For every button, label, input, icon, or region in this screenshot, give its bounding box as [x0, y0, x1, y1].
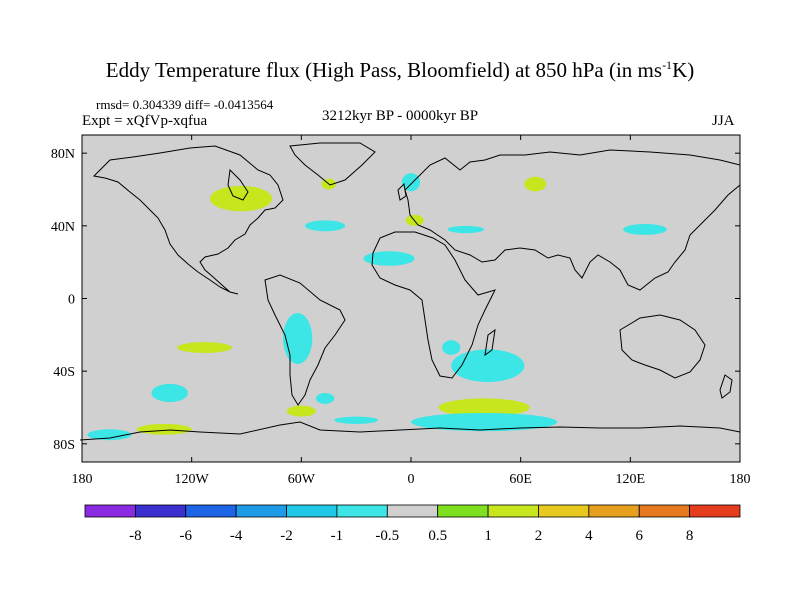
x-tick-label-2: 60W — [288, 472, 316, 487]
anomaly-region-19 — [286, 405, 316, 417]
coastline-africa — [371, 231, 496, 379]
coastline-eurasia — [404, 149, 741, 291]
anomaly-region-6 — [363, 251, 415, 266]
coastline-antarctica — [79, 421, 741, 441]
anomaly-region-18 — [136, 423, 192, 435]
anomaly-region-10 — [283, 313, 313, 364]
colorbar-label-0: -8 — [129, 528, 142, 544]
anomaly-region-11 — [177, 342, 232, 353]
coastline-greenland — [289, 142, 376, 186]
colorbar-label-10: 6 — [635, 528, 643, 544]
experiment-label: Expt = xQfVp-xqfua — [82, 113, 208, 129]
coastline-hudson-bay — [227, 168, 249, 201]
y-tick-label-4: 80S — [53, 438, 75, 453]
colorbar-swatch-12 — [689, 504, 741, 518]
colorbar-swatch-7 — [437, 504, 489, 518]
anomaly-region-16 — [438, 398, 530, 417]
colorbar-label-6: 0.5 — [428, 528, 447, 544]
y-tick-label-0: 80N — [51, 147, 75, 162]
colorbar-label-1: -6 — [180, 528, 193, 544]
colorbar-swatch-3 — [235, 504, 287, 518]
stats-line: rmsd= 0.304339 diff= -0.0413564 — [96, 97, 274, 112]
colorbar-label-11: 8 — [686, 528, 694, 544]
colorbar-label-7: 1 — [484, 528, 492, 544]
coastline-south-america — [264, 274, 346, 406]
x-tick-label-6: 180 — [730, 472, 751, 487]
x-tick-label-0: 180 — [72, 472, 93, 487]
colorbar-swatch-2 — [185, 504, 237, 518]
coastline-north-america — [92, 145, 284, 295]
anomaly-region-20 — [334, 416, 379, 424]
anomaly-region-8 — [623, 224, 667, 235]
y-tick-label-3: 40S — [53, 365, 75, 380]
anomaly-region-4 — [401, 173, 421, 192]
colorbar-swatch-9 — [538, 504, 590, 518]
coastline-uk — [397, 182, 407, 201]
latitude-axis: 80N 40N 0 40S 80S — [51, 147, 740, 453]
x-tick-label-5: 120E — [616, 472, 646, 487]
colorbar-label-9: 4 — [585, 528, 593, 544]
anomaly-region-15 — [451, 349, 525, 383]
colorbar-label-8: 2 — [535, 528, 543, 544]
colorbar-swatch-0 — [84, 504, 136, 518]
colorbar-swatch-10 — [588, 504, 640, 518]
coastlines — [79, 142, 741, 441]
colorbar-swatch-1 — [134, 504, 187, 518]
x-tick-label-3: 0 — [408, 472, 415, 487]
figure-title-end: K) — [672, 58, 695, 82]
figure-title-text: Eddy Temperature flux (High Pass, Bloomf… — [105, 58, 663, 82]
figure-title-exponent: -1 — [662, 58, 673, 72]
colorbar: -8 -6 -4 -2 -1 -0.5 0.5 1 2 4 6 8 — [84, 504, 741, 544]
period-label: 3212kyr BP - 0000kyr BP — [322, 108, 479, 124]
anomaly-region-21 — [87, 429, 132, 441]
anomaly-region-12 — [151, 383, 189, 403]
season-label: JJA — [712, 113, 735, 129]
y-tick-label-2: 0 — [68, 293, 75, 308]
anomaly-region-13 — [315, 392, 335, 404]
coastline-madagascar — [484, 328, 496, 357]
anomaly-region-17 — [411, 412, 558, 432]
anomaly-region-7 — [524, 176, 547, 192]
figure-title: Eddy Temperature flux (High Pass, Bloomf… — [0, 58, 800, 83]
colorbar-swatch-8 — [487, 504, 539, 518]
anomaly-region-9 — [447, 225, 485, 234]
x-tick-label-1: 120W — [175, 472, 210, 487]
colorbar-swatch-4 — [286, 504, 338, 518]
colorbar-swatch-6 — [386, 504, 439, 518]
colorbar-label-3: -2 — [280, 528, 293, 544]
longitude-axis: 180 120W 60W 0 60E 120E 180 — [72, 135, 751, 487]
anomaly-shading — [87, 173, 667, 441]
anomaly-region-2 — [304, 220, 346, 232]
coastline-new-zealand — [719, 374, 733, 399]
anomaly-region-0 — [209, 185, 273, 212]
colorbar-swatch-5 — [336, 504, 388, 518]
colorbar-label-2: -4 — [230, 528, 243, 544]
anomaly-region-14 — [442, 340, 461, 355]
y-tick-label-1: 40N — [51, 220, 75, 235]
coastline-australia — [619, 314, 706, 379]
colorbar-label-5: -0.5 — [375, 528, 399, 544]
colorbar-label-4: -1 — [331, 528, 344, 544]
colorbar-swatch-11 — [638, 504, 691, 518]
x-tick-label-4: 60E — [509, 472, 532, 487]
